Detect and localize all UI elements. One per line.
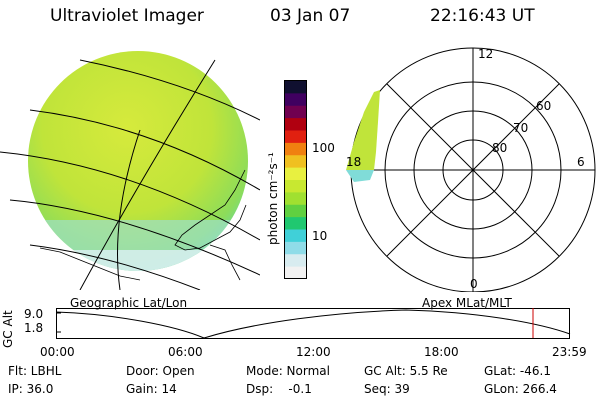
app-title: Ultraviolet Imager	[50, 6, 204, 26]
polar-plot: 12 6 18 0 60 70 80	[346, 47, 596, 292]
colorbar-band	[284, 204, 307, 218]
filter-info: Flt: LBHL	[8, 364, 62, 378]
altitude-tick-top: 9.0	[24, 307, 44, 321]
colorbar-band	[284, 229, 307, 242]
door-info: Door: Open	[126, 364, 195, 378]
colorbar-unit-label: photon cm⁻²s⁻¹	[266, 152, 280, 245]
gain-info: Gain: 14	[126, 382, 177, 396]
mlat-80-label: 80	[492, 141, 507, 155]
map-label: Geographic Lat/Lon	[70, 296, 188, 310]
time-tick-2359: 23:59	[552, 345, 587, 359]
colorbar-band	[284, 105, 307, 119]
mode-info: Mode: Normal	[246, 364, 330, 378]
colorbar-tick-100: 100	[312, 141, 335, 155]
coastline	[39, 169, 247, 281]
colorbar-band	[284, 130, 307, 143]
apex-label: Apex MLat/MLT	[422, 296, 512, 310]
colorbar-band	[284, 80, 307, 94]
lat-lon-grid	[0, 59, 260, 290]
colorbar-band	[284, 167, 307, 180]
colorbar-band	[284, 191, 307, 205]
colorbar-band	[284, 216, 307, 230]
time-tick-1800: 18:00	[424, 345, 459, 359]
colorbar-band	[284, 253, 307, 267]
time-tick-0000: 00:00	[40, 345, 75, 359]
mlt-6-label: 6	[577, 155, 585, 169]
mlt-18-label: 18	[346, 155, 361, 169]
colorbar-band	[284, 142, 307, 156]
colorbar-band	[284, 179, 307, 193]
glat-info: GLat: -46.1	[484, 364, 551, 378]
colorbar	[284, 80, 307, 279]
colorbar-band	[284, 266, 307, 279]
time-tick-1200: 12:00	[296, 345, 331, 359]
mlt-12-label: 12	[478, 47, 493, 61]
earth-disk	[28, 51, 248, 271]
colorbar-band	[284, 241, 307, 255]
time-label: 22:16:43 UT	[430, 6, 535, 26]
colorbar-band	[284, 117, 307, 131]
altitude-tick-bottom: 1.8	[24, 321, 44, 335]
altitude-track	[56, 308, 571, 339]
glon-info: GLon: 266.4	[484, 382, 557, 396]
altitude-axis-label: GC Alt	[1, 310, 15, 348]
dsp-info: Dsp: -0.1	[246, 382, 312, 396]
colorbar-band	[284, 92, 307, 106]
mlat-70-label: 70	[513, 121, 528, 135]
mlt-0-label: 0	[470, 277, 478, 291]
seq-info: Seq: 39	[364, 382, 410, 396]
date-label: 03 Jan 07	[270, 6, 351, 26]
gc-alt-info: GC Alt: 5.5 Re	[364, 364, 448, 378]
time-tick-0600: 06:00	[168, 345, 203, 359]
colorbar-band	[284, 154, 307, 168]
auroral-patch	[346, 90, 380, 170]
ip-info: IP: 36.0	[8, 382, 54, 396]
colorbar-tick-10: 10	[312, 229, 328, 243]
mlat-60-label: 60	[536, 99, 551, 113]
earth-image	[0, 51, 260, 290]
